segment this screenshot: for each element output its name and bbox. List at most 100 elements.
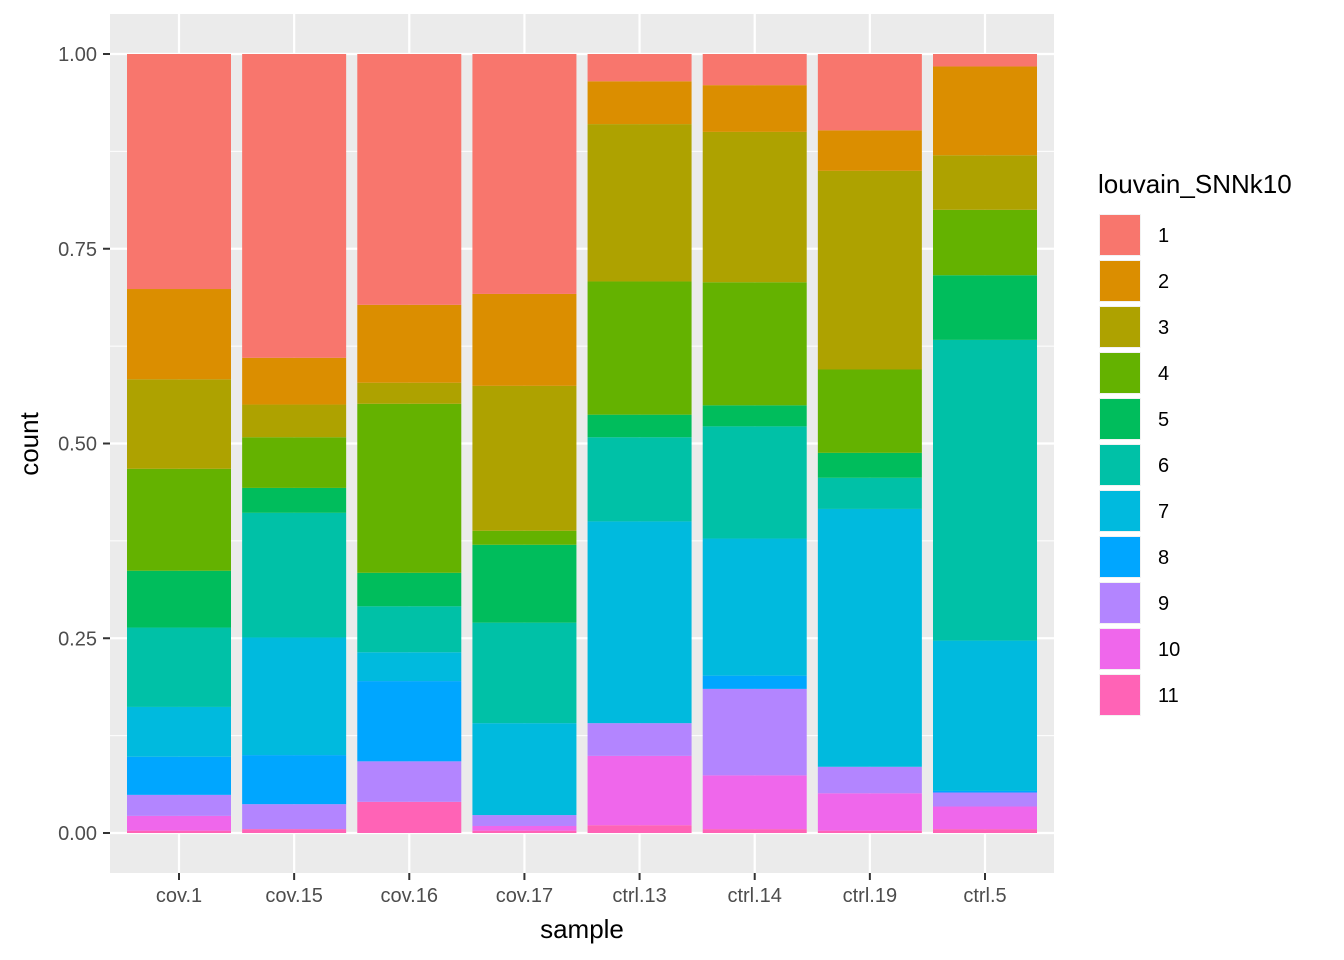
bar-segment-ctrl.19-cluster-11 <box>817 830 922 833</box>
legend-label: 5 <box>1158 409 1169 431</box>
bar-stack-ctrl.14 <box>702 54 807 833</box>
y-tick-label: 0.00 <box>58 823 97 845</box>
bar-segment-cov.1-cluster-6 <box>127 627 231 707</box>
bar-segment-ctrl.13-cluster-2 <box>587 81 692 125</box>
bar-segment-ctrl.14-cluster-3 <box>702 131 807 283</box>
legend-swatch-8 <box>1100 537 1140 577</box>
bar-segment-cov.16-cluster-8 <box>357 681 462 762</box>
bar-segment-ctrl.13-cluster-7 <box>587 521 692 724</box>
bar-segment-ctrl.19-cluster-4 <box>817 369 922 453</box>
bar-stack-ctrl.5 <box>933 54 1037 833</box>
bar-stack-cov.1 <box>127 54 231 833</box>
legend-swatch-7 <box>1100 491 1140 531</box>
bar-segment-ctrl.13-cluster-11 <box>587 825 692 833</box>
bar-segment-cov.16-cluster-6 <box>357 606 462 653</box>
bar-segment-cov.15-cluster-1 <box>242 54 347 358</box>
bar-segment-ctrl.13-cluster-6 <box>587 437 692 522</box>
bar-segment-ctrl.19-cluster-3 <box>817 170 922 370</box>
bar-segment-ctrl.5-cluster-1 <box>933 54 1037 67</box>
bar-segment-ctrl.14-cluster-8 <box>702 675 807 689</box>
bar-stack-ctrl.19 <box>817 54 922 833</box>
bar-stack-ctrl.13 <box>587 54 692 833</box>
x-tick-label: ctrl.13 <box>612 885 666 907</box>
bar-segment-cov.1-cluster-1 <box>127 54 231 290</box>
bar-segment-cov.16-cluster-1 <box>357 54 462 305</box>
bar-segment-ctrl.5-cluster-5 <box>933 275 1037 340</box>
bar-segment-ctrl.14-cluster-11 <box>702 829 807 833</box>
bar-segment-ctrl.13-cluster-10 <box>587 755 692 826</box>
bar-segment-cov.16-cluster-7 <box>357 652 462 682</box>
bar-segment-cov.15-cluster-11 <box>242 829 347 833</box>
y-tick-label: 1.00 <box>58 44 97 66</box>
bar-stack-cov.17 <box>472 54 577 833</box>
bar-segment-ctrl.19-cluster-9 <box>817 766 922 794</box>
x-tick-label: cov.1 <box>156 885 202 907</box>
bar-segment-cov.15-cluster-2 <box>242 357 347 405</box>
x-tick-label: cov.16 <box>381 885 438 907</box>
y-axis: 0.00 0.25 0.50 0.75 1.00 <box>58 44 110 845</box>
bar-segment-cov.1-cluster-9 <box>127 794 231 816</box>
legend-label: 7 <box>1158 501 1169 523</box>
bar-segment-cov.17-cluster-9 <box>472 815 577 826</box>
bar-segment-ctrl.5-cluster-6 <box>933 339 1037 641</box>
bar-segment-cov.1-cluster-10 <box>127 815 231 831</box>
bar-segment-cov.16-cluster-3 <box>357 382 462 404</box>
x-axis-title: sample <box>540 914 624 944</box>
legend-label: 10 <box>1158 639 1180 661</box>
y-tick-label: 0.50 <box>58 434 97 456</box>
legend-label: 8 <box>1158 547 1169 569</box>
bar-segment-cov.1-cluster-8 <box>127 756 231 795</box>
bar-segment-ctrl.14-cluster-10 <box>702 775 807 830</box>
bar-segment-ctrl.5-cluster-10 <box>933 806 1037 830</box>
bar-segment-cov.17-cluster-4 <box>472 530 577 545</box>
bar-segment-ctrl.14-cluster-4 <box>702 282 807 406</box>
bar-segment-cov.17-cluster-10 <box>472 825 577 831</box>
legend-label: 4 <box>1158 363 1169 385</box>
bar-segment-ctrl.19-cluster-1 <box>817 54 922 131</box>
bar-segment-ctrl.19-cluster-6 <box>817 477 922 509</box>
bar-segment-ctrl.13-cluster-3 <box>587 124 692 282</box>
bar-segment-cov.15-cluster-5 <box>242 487 347 513</box>
legend-label: 6 <box>1158 455 1169 477</box>
bar-segment-cov.1-cluster-7 <box>127 706 231 757</box>
bar-segment-cov.15-cluster-7 <box>242 637 347 756</box>
bar-segment-cov.17-cluster-1 <box>472 54 577 294</box>
bar-segment-ctrl.5-cluster-4 <box>933 209 1037 276</box>
legend-label: 11 <box>1158 685 1179 707</box>
bar-stack-cov.15 <box>242 54 347 833</box>
bar-segment-ctrl.13-cluster-9 <box>587 723 692 756</box>
bar-segment-ctrl.14-cluster-5 <box>702 405 807 427</box>
bar-segment-ctrl.5-cluster-11 <box>933 829 1037 833</box>
bar-segment-ctrl.14-cluster-9 <box>702 688 807 776</box>
bar-segment-cov.16-cluster-4 <box>357 403 462 573</box>
bar-segment-ctrl.5-cluster-7 <box>933 640 1037 791</box>
legend-label: 3 <box>1158 317 1169 339</box>
legend-swatch-5 <box>1100 399 1140 439</box>
bar-segment-ctrl.14-cluster-2 <box>702 85 807 132</box>
legend-label: 1 <box>1158 225 1169 247</box>
bar-segment-cov.17-cluster-11 <box>472 830 577 833</box>
bar-stacks <box>127 54 1037 833</box>
legend-swatch-6 <box>1100 445 1140 485</box>
x-axis: cov.1 cov.15 cov.16 cov.17 ctrl.13 ctrl.14 ctr… <box>156 873 1007 907</box>
bar-segment-ctrl.5-cluster-2 <box>933 66 1037 156</box>
bar-segment-cov.16-cluster-5 <box>357 572 462 607</box>
bar-segment-ctrl.14-cluster-7 <box>702 538 807 676</box>
bar-segment-ctrl.19-cluster-10 <box>817 793 922 831</box>
legend-swatch-2 <box>1100 261 1140 301</box>
bar-segment-cov.1-cluster-4 <box>127 468 231 571</box>
legend-swatch-4 <box>1100 353 1140 393</box>
x-tick-label: cov.17 <box>496 885 553 907</box>
x-tick-label: ctrl.5 <box>963 885 1006 907</box>
y-tick-label: 0.75 <box>58 239 97 261</box>
bar-segment-cov.17-cluster-7 <box>472 723 577 816</box>
bar-segment-cov.15-cluster-9 <box>242 804 347 830</box>
bar-segment-ctrl.19-cluster-5 <box>817 452 922 478</box>
x-tick-label: ctrl.19 <box>843 885 897 907</box>
legend-label: 2 <box>1158 271 1169 293</box>
legend-label: 9 <box>1158 593 1169 615</box>
bar-segment-cov.15-cluster-4 <box>242 437 347 488</box>
bar-segment-cov.1-cluster-5 <box>127 570 231 628</box>
bar-segment-ctrl.5-cluster-8 <box>933 790 1037 793</box>
